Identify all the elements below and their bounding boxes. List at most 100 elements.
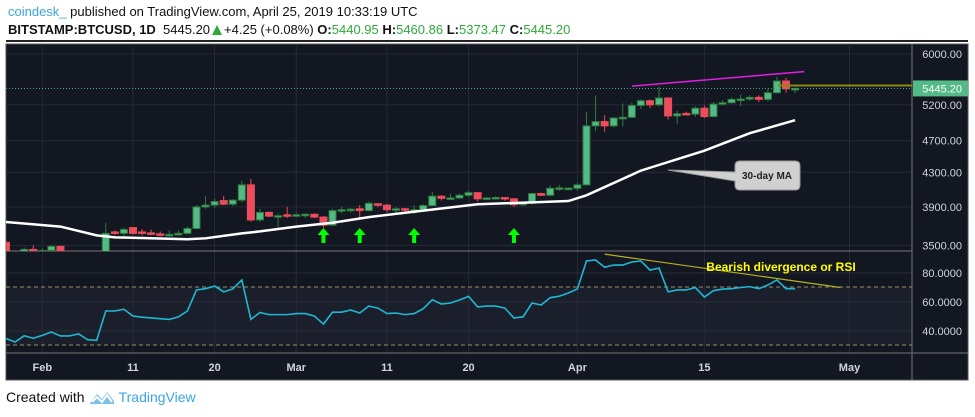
- candle-body: [763, 92, 772, 100]
- price-tick-label: 3500.00: [922, 240, 962, 252]
- candle: [718, 100, 727, 106]
- last-price-badge: [913, 80, 968, 97]
- candle: [183, 226, 192, 235]
- author-link[interactable]: coindesk_: [8, 4, 67, 19]
- candle: [491, 196, 500, 200]
- candle-body: [265, 211, 274, 217]
- candle: [147, 229, 156, 236]
- ma-callout[interactable]: 30-day MA: [667, 160, 801, 191]
- candle-body: [428, 195, 437, 207]
- candle: [700, 105, 709, 119]
- candle-body: [210, 201, 219, 206]
- close-value: 5445.20: [523, 22, 571, 37]
- candle-body: [537, 193, 546, 196]
- candle-body: [29, 248, 38, 251]
- candle-body: [682, 112, 691, 116]
- candle-body: [691, 107, 700, 115]
- tradingview-logo-icon: [89, 392, 114, 404]
- candle: [255, 208, 264, 222]
- candle: [655, 86, 664, 107]
- publish-info: coindesk_ published on TradingView.com, …: [8, 4, 418, 19]
- candle-body: [482, 197, 491, 200]
- candle: [664, 97, 673, 120]
- candle-body: [555, 187, 564, 190]
- footer: Created with TradingView: [6, 389, 196, 405]
- time-tick-label: May: [839, 362, 861, 374]
- candle-body: [700, 107, 709, 118]
- candle-body: [156, 233, 165, 236]
- candle: [555, 184, 564, 191]
- close-label: C:: [509, 22, 524, 37]
- candle: [119, 227, 128, 237]
- high-value: 5460.86: [396, 22, 444, 37]
- candle: [600, 115, 609, 132]
- candle: [219, 196, 228, 206]
- candle-body: [709, 103, 718, 118]
- candle-body: [500, 196, 509, 200]
- candle-body: [772, 80, 781, 94]
- candle-body: [645, 100, 654, 106]
- price-tick-label: 5200.00: [922, 100, 962, 112]
- candle-body: [636, 100, 645, 106]
- candle: [192, 205, 201, 230]
- candle: [128, 227, 137, 235]
- candle-body: [165, 233, 174, 237]
- time-tick-label: Feb: [32, 362, 52, 374]
- candle-body: [283, 214, 292, 217]
- candle-body: [718, 102, 727, 105]
- candle: [582, 111, 591, 186]
- candle-body: [183, 228, 192, 234]
- candle: [455, 193, 464, 199]
- candle-body: [754, 96, 763, 100]
- candle-body: [228, 199, 237, 205]
- candle-body: [101, 232, 110, 251]
- rsi-line: [5, 259, 796, 343]
- candle: [283, 206, 292, 219]
- candle-body: [546, 187, 555, 196]
- candle: [337, 206, 346, 214]
- resistance-trendline: [631, 70, 805, 87]
- candle: [401, 207, 410, 212]
- low-value: 5373.47: [459, 22, 506, 37]
- candle-body: [582, 125, 591, 186]
- candle-body: [364, 202, 373, 212]
- candle: [174, 230, 183, 236]
- rsi-band: [6, 287, 912, 345]
- candle: [56, 245, 65, 251]
- symbol-name: BITSTAMP:BTCUSD, 1D: [8, 22, 156, 37]
- candle: [591, 95, 600, 132]
- up-arrow-icon: [353, 228, 366, 243]
- up-arrow-icon: [317, 228, 330, 243]
- candle: [500, 196, 509, 201]
- candle: [546, 185, 555, 197]
- price-tick-label: 4300.00: [922, 167, 962, 179]
- rsi-pane: [5, 253, 841, 343]
- candle-body: [745, 96, 754, 100]
- time-tick-label: 15: [698, 362, 710, 374]
- annotations: [317, 70, 805, 243]
- candle-body: [6, 241, 10, 251]
- candle: [292, 212, 301, 218]
- candle: [301, 213, 310, 219]
- candle: [464, 190, 473, 198]
- candle-body: [246, 184, 255, 221]
- candle-body: [192, 206, 201, 230]
- candle-body: [20, 248, 29, 251]
- candle-body: [664, 97, 673, 117]
- symbol-info: BITSTAMP:BTCUSD, 1D 5445.20 +4.25 (+0.08%…: [8, 22, 570, 37]
- candle: [246, 178, 255, 222]
- tradingview-link[interactable]: TradingView: [118, 389, 196, 405]
- last-price: 5445.20: [163, 22, 211, 37]
- candle-body: [110, 231, 119, 234]
- candle: [754, 95, 763, 103]
- candle: [745, 95, 754, 101]
- header-divider: [6, 40, 968, 42]
- candle-body: [128, 227, 137, 234]
- candle: [156, 231, 165, 237]
- moving-average-line: [6, 118, 796, 241]
- candle-body: [609, 117, 618, 127]
- candle-body: [355, 208, 364, 212]
- time-tick-label: 20: [462, 362, 474, 374]
- candle-body: [591, 121, 600, 127]
